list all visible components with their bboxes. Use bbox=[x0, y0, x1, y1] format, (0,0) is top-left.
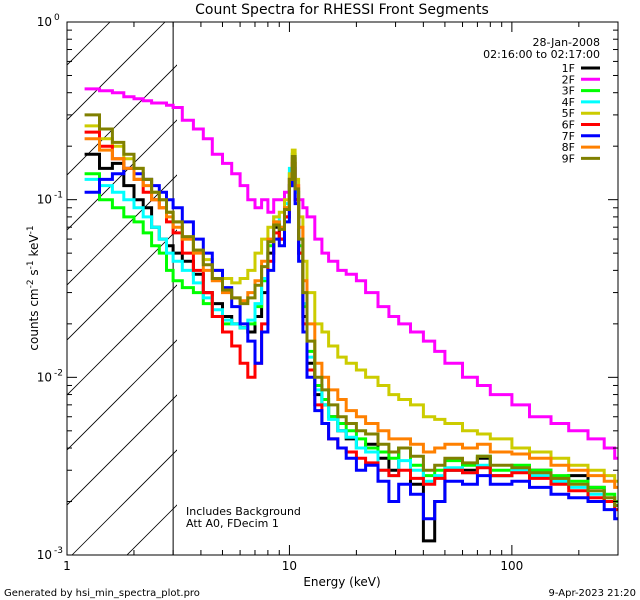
legend-label-8f: 8F bbox=[562, 141, 575, 154]
y-tick-label: 10 bbox=[37, 548, 52, 562]
time-range-label: 02:16:00 to 02:17:00 bbox=[483, 48, 600, 61]
y-label-exp3: -1 bbox=[26, 225, 36, 234]
y-tick-label: 10 bbox=[37, 370, 52, 384]
y-label-end: keV bbox=[27, 234, 41, 261]
hatch-line bbox=[237, 0, 640, 555]
legend-label-1f: 1F bbox=[562, 62, 575, 75]
legend-label-9f: 9F bbox=[562, 152, 575, 165]
hatch-line bbox=[71, 449, 177, 555]
legend-label-4f: 4F bbox=[562, 96, 575, 109]
y-tick-label: 10 bbox=[37, 193, 52, 207]
y-label-mid: s bbox=[27, 269, 41, 279]
y-label-base: counts cm bbox=[27, 288, 41, 350]
y-label-exp1: -2 bbox=[26, 279, 36, 288]
legend-label-5f: 5F bbox=[562, 107, 575, 120]
generated-by-label: Generated by hsi_min_spectra_plot.pro bbox=[4, 588, 200, 599]
timestamp-label: 9-Apr-2023 21:20 bbox=[549, 588, 636, 599]
y-label-exp2: -1 bbox=[26, 260, 36, 269]
y-tick-label: 10 bbox=[37, 15, 52, 29]
series-5f-line bbox=[84, 124, 618, 483]
y-axis-label: counts cm-2 s-1 keV-1 bbox=[26, 225, 41, 350]
legend-label-7f: 7F bbox=[562, 130, 575, 143]
y-tick-exponent: -2 bbox=[54, 368, 63, 378]
annotation-background: Includes Background bbox=[186, 505, 301, 518]
legend-label-2f: 2F bbox=[562, 73, 575, 86]
series-layer bbox=[84, 87, 618, 543]
y-tick-exponent: 0 bbox=[54, 13, 60, 23]
x-tick-labels: 1 10 100 bbox=[63, 559, 523, 573]
series-2f-line bbox=[84, 87, 618, 460]
hatch-line bbox=[67, 22, 166, 121]
plot-frame bbox=[66, 21, 619, 556]
hatch-line bbox=[67, 394, 177, 506]
series-8f-line bbox=[84, 137, 618, 489]
hatch-line bbox=[67, 174, 177, 286]
x-tick-label: 10 bbox=[282, 559, 297, 573]
x-tick-label: 100 bbox=[500, 559, 523, 573]
series-9f-line bbox=[84, 113, 618, 507]
excluded-range-hatch bbox=[67, 0, 640, 555]
annotation-attenuator: Att A0, FDecim 1 bbox=[186, 517, 279, 530]
axis-ticks bbox=[66, 21, 619, 556]
legend-label-3f: 3F bbox=[562, 85, 575, 98]
y-tick-exponent: -1 bbox=[54, 191, 63, 201]
hatch-line bbox=[67, 284, 177, 396]
chart-title: Count Spectra for RHESSI Front Segments bbox=[195, 2, 489, 18]
hatch-line bbox=[67, 119, 177, 231]
hatch-line bbox=[67, 229, 177, 341]
x-axis-label: Energy (keV) bbox=[303, 575, 380, 589]
x-tick-label: 1 bbox=[63, 559, 71, 573]
date-label: 28-Jan-2008 bbox=[533, 36, 601, 49]
y-tick-exponent: -3 bbox=[54, 546, 63, 556]
legend-label-6f: 6F bbox=[562, 119, 575, 132]
hatch-line bbox=[67, 22, 111, 66]
